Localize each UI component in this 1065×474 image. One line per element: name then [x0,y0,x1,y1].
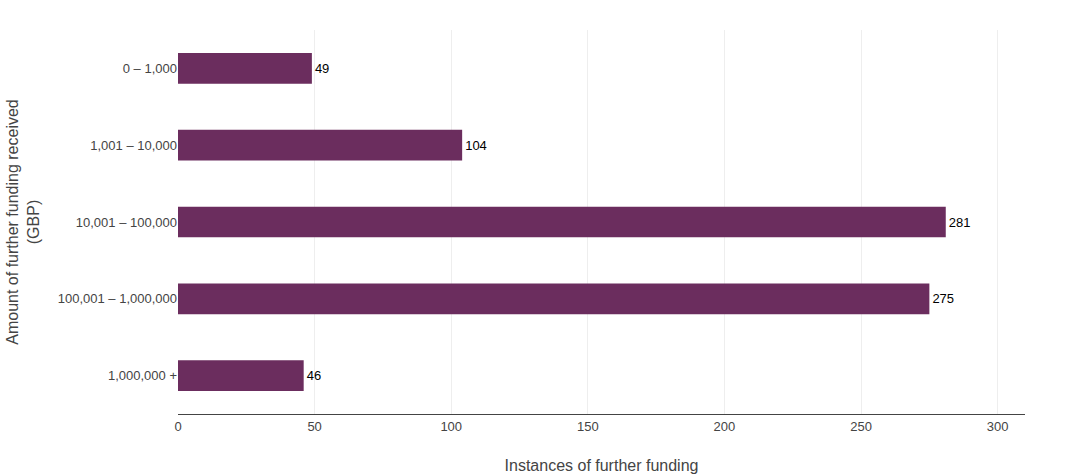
svg-text:300: 300 [987,419,1009,434]
svg-text:1,001 – 10,000: 1,001 – 10,000 [90,138,177,153]
svg-text:0: 0 [174,419,181,434]
svg-text:200: 200 [714,419,736,434]
svg-text:10,001 – 100,000: 10,001 – 100,000 [76,215,177,230]
svg-text:275: 275 [932,291,954,306]
svg-text:100: 100 [440,419,462,434]
svg-text:100,001 – 1,000,000: 100,001 – 1,000,000 [58,291,177,306]
svg-text:50: 50 [307,419,321,434]
svg-text:Instances of further funding: Instances of further funding [505,457,699,474]
svg-text:1,000,000 +: 1,000,000 + [108,368,177,383]
svg-text:250: 250 [850,419,872,434]
svg-text:49: 49 [315,61,329,76]
svg-text:104: 104 [465,138,487,153]
svg-text:281: 281 [949,215,971,230]
svg-text:46: 46 [307,368,321,383]
svg-text:Amount of further funding rece: Amount of further funding received(GBP) [4,99,42,344]
svg-text:0 – 1,000: 0 – 1,000 [123,61,177,76]
svg-text:150: 150 [577,419,599,434]
